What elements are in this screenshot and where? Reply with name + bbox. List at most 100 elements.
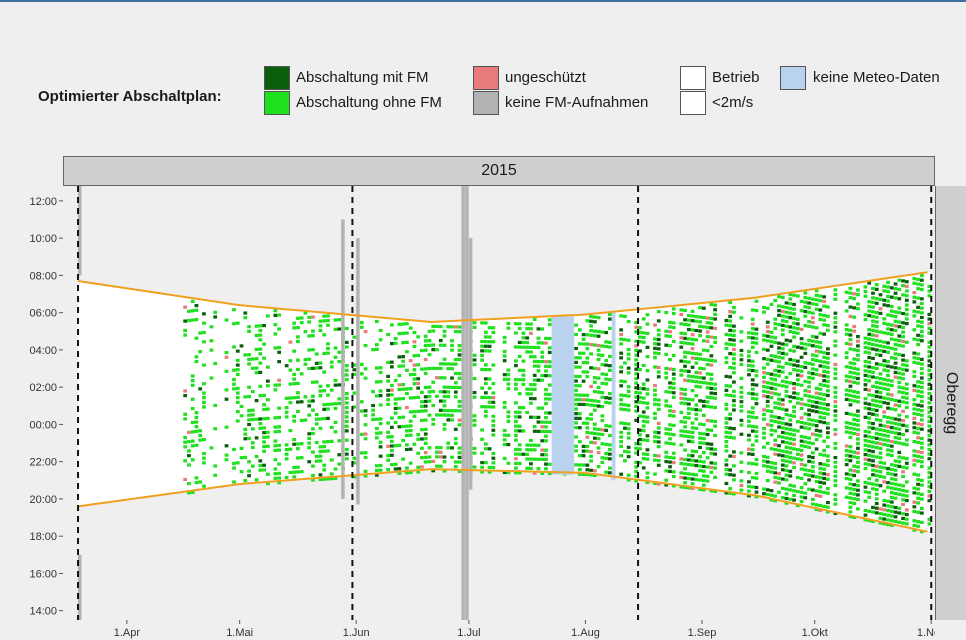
cell-abschaltung-mit-fm xyxy=(536,415,541,419)
cell-abschaltung-ohne-fm xyxy=(867,509,872,513)
legend-label-betrieb: Betrieb xyxy=(712,69,760,86)
cell-ungeschuetzt xyxy=(679,457,684,461)
cell-abschaltung-ohne-fm xyxy=(521,331,526,335)
cell-abschaltung-ohne-fm xyxy=(897,483,902,487)
cell-abschaltung-ohne-fm xyxy=(889,519,894,523)
cell-abschaltung-ohne-fm xyxy=(405,368,409,372)
cell-abschaltung-ohne-fm xyxy=(536,467,541,471)
cell-abschaltung-ohne-fm xyxy=(893,347,898,351)
cell-abschaltung-ohne-fm xyxy=(292,326,297,330)
cell-abschaltung-ohne-fm xyxy=(247,460,251,464)
cell-abschaltung-ohne-fm xyxy=(273,416,278,420)
cell-abschaltung-ohne-fm xyxy=(747,489,751,493)
cell-abschaltung-ohne-fm xyxy=(833,386,838,390)
cell-abschaltung-ohne-fm xyxy=(514,452,518,456)
cell-abschaltung-mit-fm xyxy=(671,372,676,376)
cell-abschaltung-ohne-fm xyxy=(585,375,590,379)
cell-abschaltung-mit-fm xyxy=(619,472,624,476)
cell-abschaltung-ohne-fm xyxy=(773,429,778,433)
cell-abschaltung-ohne-fm xyxy=(795,396,800,401)
cell-abschaltung-ohne-fm xyxy=(303,395,308,399)
cell-abschaltung-ohne-fm xyxy=(698,357,702,361)
cell-abschaltung-ohne-fm xyxy=(683,397,687,401)
cell-abschaltung-ohne-fm xyxy=(574,356,578,360)
cell-abschaltung-ohne-fm xyxy=(833,497,838,502)
cell-abschaltung-ohne-fm xyxy=(863,336,868,340)
cell-abschaltung-ohne-fm xyxy=(634,348,639,353)
cell-ungeschuetzt xyxy=(852,292,857,296)
cell-abschaltung-ohne-fm xyxy=(344,396,349,400)
cell-abschaltung-ohne-fm xyxy=(638,442,642,446)
cell-abschaltung-ohne-fm xyxy=(886,350,890,354)
cell-abschaltung-mit-fm xyxy=(732,324,736,328)
cell-abschaltung-ohne-fm xyxy=(619,393,624,397)
cell-abschaltung-mit-fm xyxy=(822,379,826,383)
cell-abschaltung-ohne-fm xyxy=(810,376,815,380)
cell-abschaltung-ohne-fm xyxy=(810,358,815,362)
cell-abschaltung-ohne-fm xyxy=(198,438,203,442)
cell-abschaltung-ohne-fm xyxy=(912,412,917,416)
cell-abschaltung-ohne-fm xyxy=(596,316,601,320)
cell-ungeschuetzt xyxy=(762,394,766,398)
cell-abschaltung-ohne-fm xyxy=(420,409,424,413)
cell-abschaltung-ohne-fm xyxy=(904,489,909,493)
cell-ungeschuetzt xyxy=(814,349,819,353)
cell-abschaltung-mit-fm xyxy=(844,472,849,476)
cell-abschaltung-ohne-fm xyxy=(919,367,924,371)
x-tick-label: 1.Jul xyxy=(457,627,480,639)
cell-abschaltung-ohne-fm xyxy=(833,395,838,399)
cell-abschaltung-ohne-fm xyxy=(574,444,578,448)
cell-abschaltung-ohne-fm xyxy=(532,457,537,461)
cell-abschaltung-ohne-fm xyxy=(788,302,793,306)
cell-abschaltung-ohne-fm xyxy=(423,343,428,348)
cell-abschaltung-ohne-fm xyxy=(408,373,413,377)
cell-abschaltung-ohne-fm xyxy=(893,342,898,347)
cell-abschaltung-ohne-fm xyxy=(277,406,281,410)
cell-abschaltung-ohne-fm xyxy=(254,417,259,421)
cell-abschaltung-ohne-fm xyxy=(540,406,545,410)
cell-abschaltung-ohne-fm xyxy=(799,490,804,494)
cell-abschaltung-ohne-fm xyxy=(874,329,879,333)
cell-abschaltung-ohne-fm xyxy=(585,398,590,402)
cell-abschaltung-ohne-fm xyxy=(852,418,857,422)
cell-abschaltung-ohne-fm xyxy=(844,374,849,378)
cell-abschaltung-ohne-fm xyxy=(405,387,409,391)
cell-abschaltung-ohne-fm xyxy=(626,422,631,426)
cell-abschaltung-ohne-fm xyxy=(897,422,902,427)
cell-abschaltung-ohne-fm xyxy=(517,447,522,452)
cell-abschaltung-ohne-fm xyxy=(799,420,804,425)
cell-abschaltung-ohne-fm xyxy=(333,406,338,411)
cell-abschaltung-ohne-fm xyxy=(213,403,218,408)
cell-abschaltung-ohne-fm xyxy=(739,390,744,394)
cell-ungeschuetzt xyxy=(453,325,458,329)
cell-abschaltung-ohne-fm xyxy=(318,384,323,388)
cell-abschaltung-ohne-fm xyxy=(378,421,383,426)
cell-abschaltung-ohne-fm xyxy=(596,437,601,441)
cell-abschaltung-ohne-fm xyxy=(397,406,402,410)
cell-abschaltung-ohne-fm xyxy=(653,365,657,369)
cell-abschaltung-ohne-fm xyxy=(645,420,650,424)
cell-ungeschuetzt xyxy=(762,380,766,384)
cell-ungeschuetzt xyxy=(780,402,785,407)
cell-abschaltung-ohne-fm xyxy=(904,396,909,400)
cell-abschaltung-ohne-fm xyxy=(810,502,815,506)
cell-abschaltung-ohne-fm xyxy=(919,381,924,385)
cell-abschaltung-ohne-fm xyxy=(916,408,920,412)
cell-abschaltung-ohne-fm xyxy=(713,387,717,391)
cell-abschaltung-mit-fm xyxy=(826,500,830,505)
cell-abschaltung-ohne-fm xyxy=(645,406,650,410)
cell-abschaltung-ohne-fm xyxy=(634,353,639,357)
cell-abschaltung-ohne-fm xyxy=(329,458,334,462)
cell-abschaltung-ohne-fm xyxy=(901,372,905,376)
cell-abschaltung-mit-fm xyxy=(916,333,920,337)
cell-abschaltung-ohne-fm xyxy=(183,435,188,440)
cell-abschaltung-ohne-fm xyxy=(683,485,687,489)
cell-abschaltung-ohne-fm xyxy=(431,422,436,426)
cell-abschaltung-mit-fm xyxy=(769,358,774,362)
cell-ungeschuetzt xyxy=(634,344,639,348)
cell-abschaltung-ohne-fm xyxy=(442,376,447,380)
cell-abschaltung-ohne-fm xyxy=(352,372,357,377)
cell-abschaltung-ohne-fm xyxy=(529,401,533,405)
cell-abschaltung-ohne-fm xyxy=(822,355,826,359)
cell-abschaltung-ohne-fm xyxy=(423,427,428,431)
